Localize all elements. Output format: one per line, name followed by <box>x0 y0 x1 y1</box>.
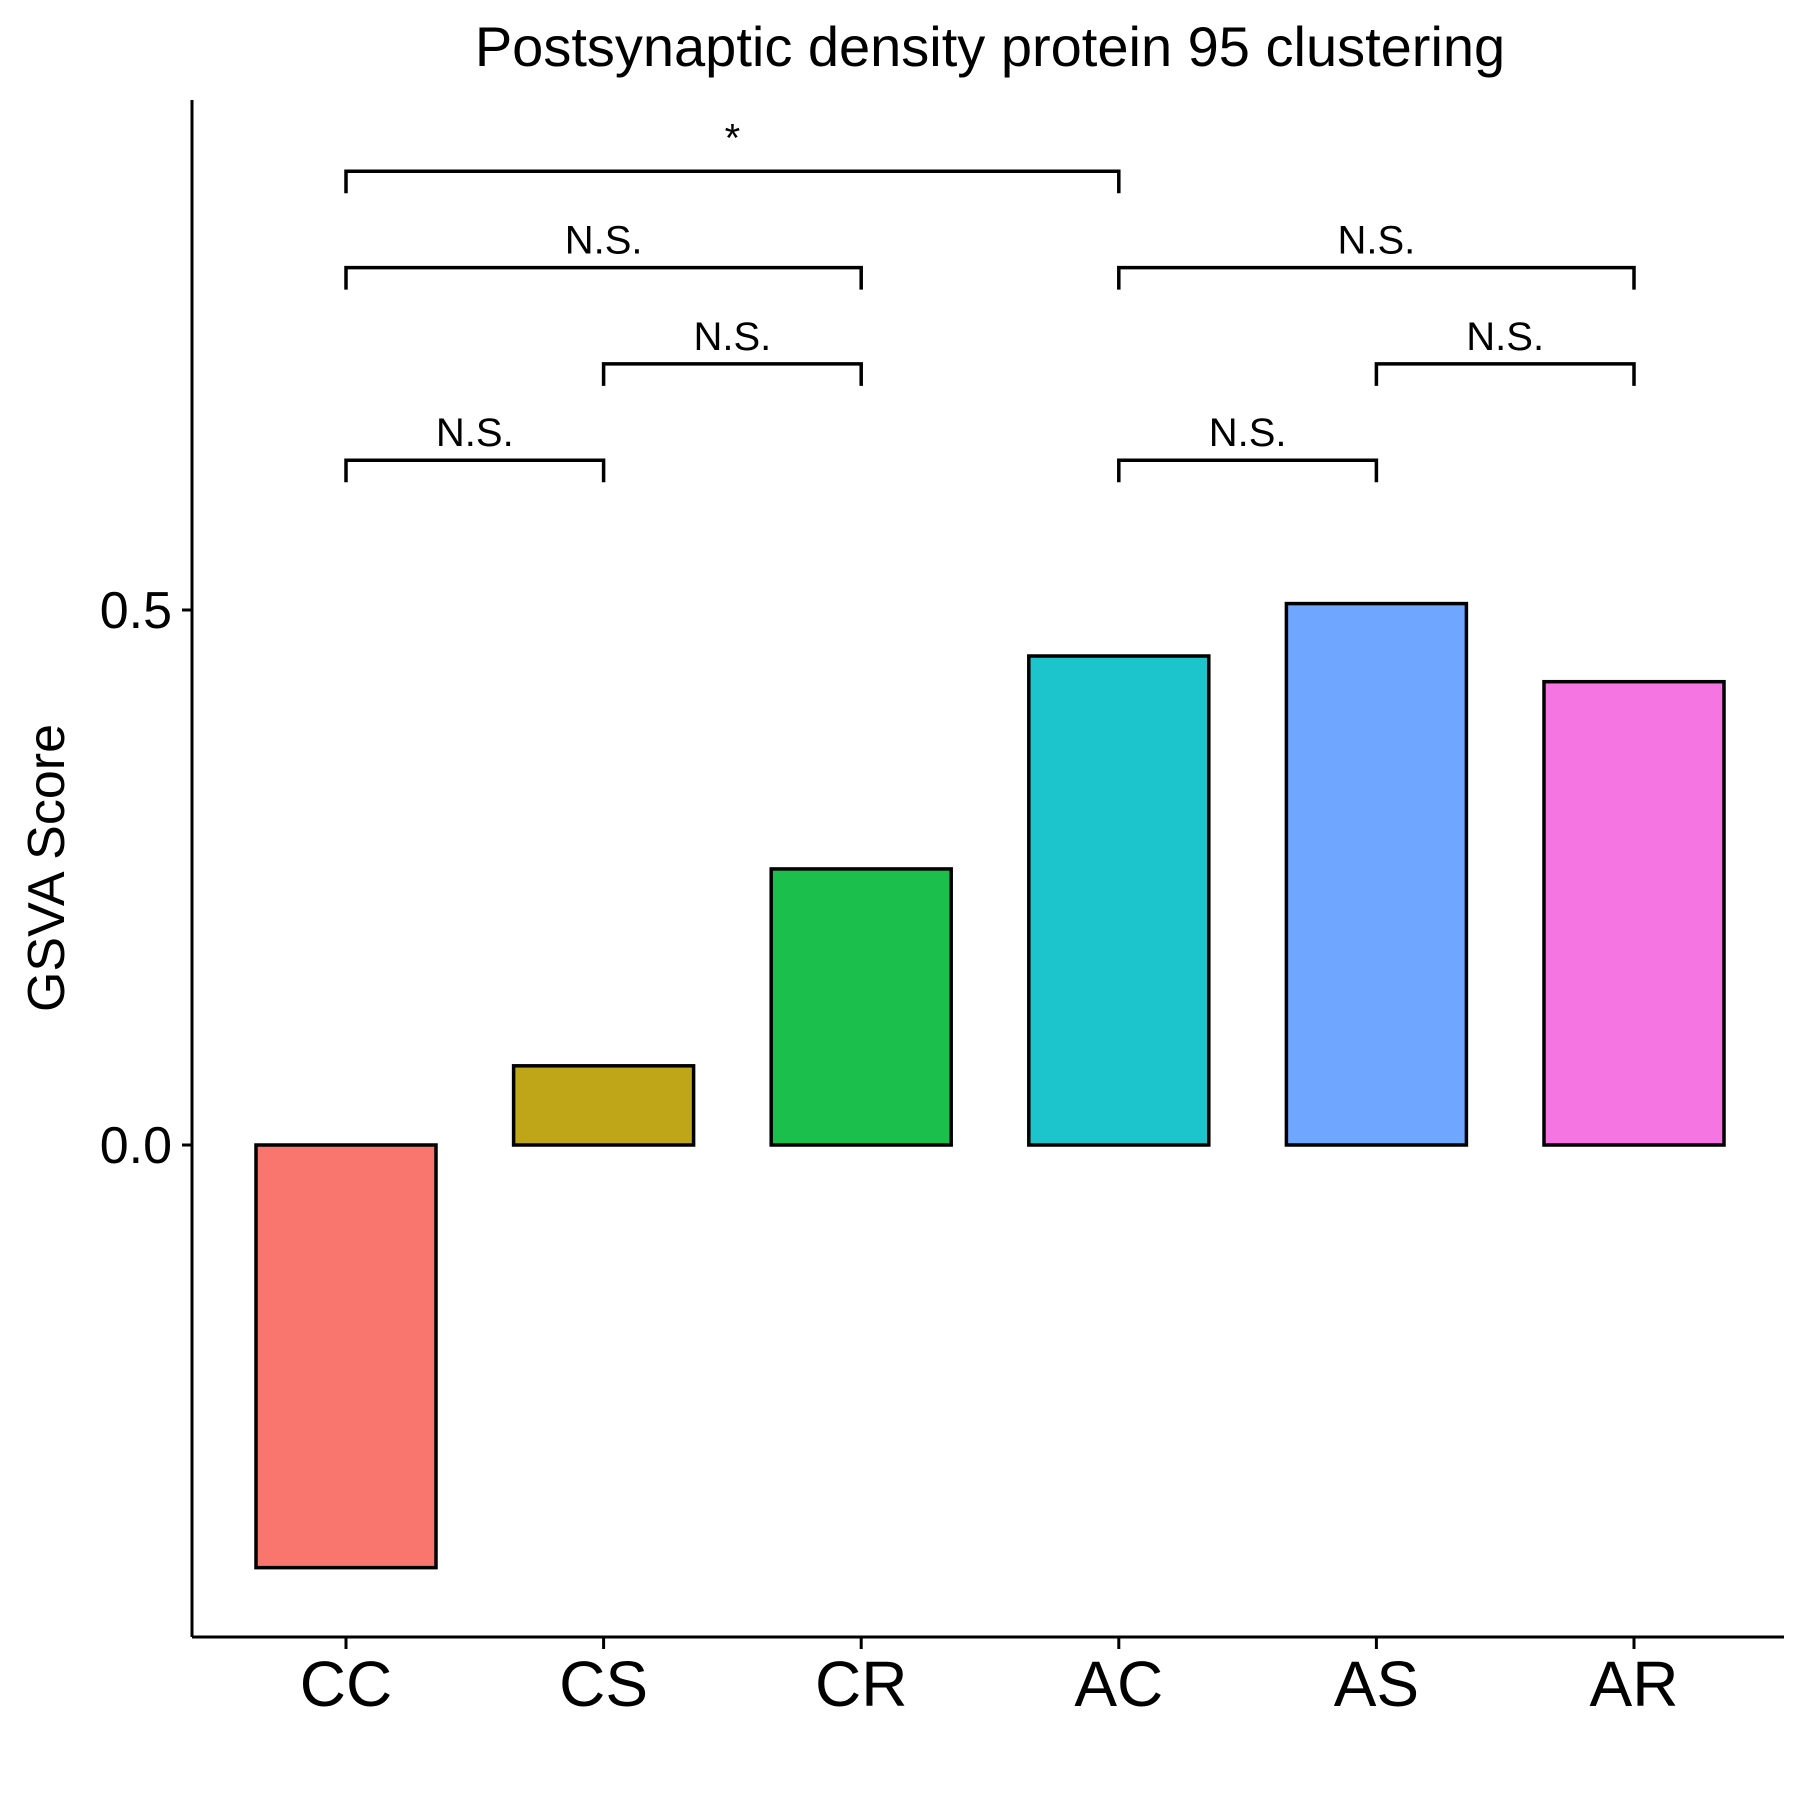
bracket-cc-ac: * <box>344 116 1121 194</box>
significance-brackets: N.S. N.S. N.S. * N.S. N.S. N.S. <box>344 116 1636 483</box>
x-tick-label-ar: AR <box>1590 1648 1679 1720</box>
bracket-line <box>344 265 863 290</box>
bracket-ac-ar: N.S. <box>1117 219 1636 290</box>
bracket-line <box>344 458 606 483</box>
significance-label: * <box>725 116 741 160</box>
bracket-ac-as: N.S. <box>1117 411 1379 483</box>
bracket-line <box>1117 265 1636 290</box>
significance-label: N.S. <box>436 411 514 455</box>
bar-cs <box>511 1064 696 1147</box>
bracket-cs-cr: N.S. <box>601 315 863 386</box>
significance-label: N.S. <box>1209 411 1287 455</box>
y-axis-label: GSVA Score <box>18 724 76 1012</box>
bars <box>254 601 1726 1570</box>
chart-title: Postsynaptic density protein 95 clusteri… <box>475 15 1505 78</box>
x-tick-label-cc: CC <box>300 1648 392 1720</box>
bracket-as-ar: N.S. <box>1374 315 1636 386</box>
bracket-line <box>1374 362 1636 386</box>
significance-label: N.S. <box>694 315 772 359</box>
y-tick-label: 0.5 <box>100 582 172 640</box>
bar-ar <box>1542 679 1726 1147</box>
x-tick-label-as: AS <box>1334 1648 1419 1720</box>
bracket-line <box>601 362 863 386</box>
y-tick-label: 0.0 <box>100 1117 172 1175</box>
bar-ac <box>1027 654 1211 1147</box>
significance-label: N.S. <box>1338 219 1416 263</box>
y-axis-ticks: 0.0 0.5 <box>100 582 192 1175</box>
bracket-line <box>344 169 1121 194</box>
bar-cr <box>769 867 953 1147</box>
bar-cc <box>254 1143 438 1570</box>
bracket-cc-cs: N.S. <box>344 411 606 483</box>
significance-label: N.S. <box>1466 315 1544 359</box>
x-tick-label-cs: CS <box>559 1648 648 1720</box>
bar-as <box>1284 601 1469 1147</box>
x-axis-ticks: CC CS CR AC AS AR <box>300 1637 1679 1720</box>
bracket-line <box>1117 458 1379 483</box>
x-tick-label-ac: AC <box>1074 1648 1163 1720</box>
x-tick-label-cr: CR <box>815 1648 907 1720</box>
significance-label: N.S. <box>565 219 643 263</box>
bracket-cc-cr: N.S. <box>344 219 863 290</box>
